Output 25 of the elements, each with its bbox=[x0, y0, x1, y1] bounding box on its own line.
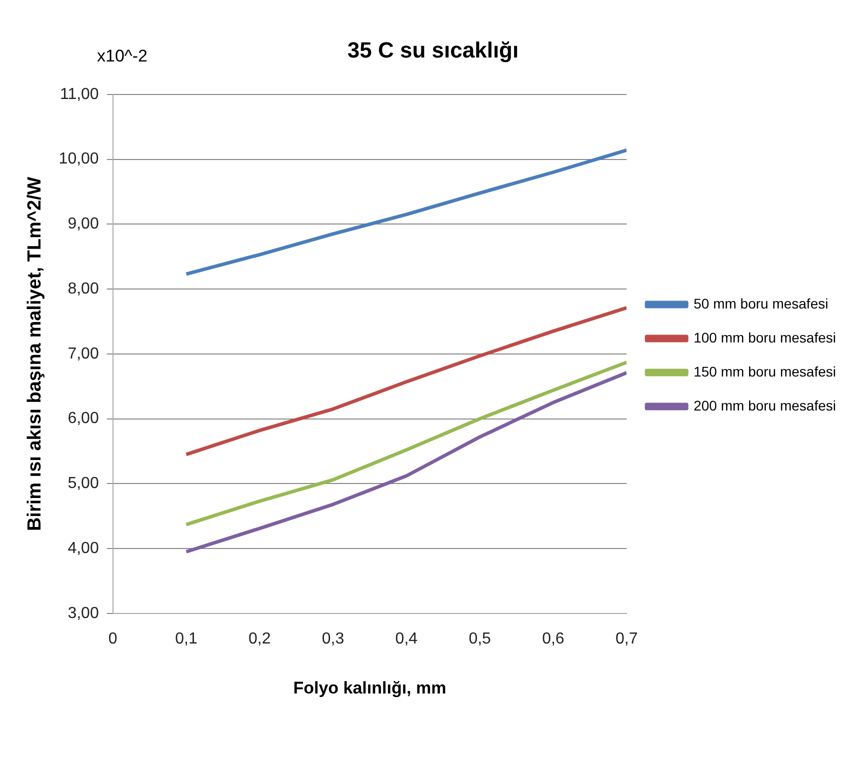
x-tick-label: 0 bbox=[108, 630, 118, 648]
x-tick-label: 0,6 bbox=[542, 630, 564, 648]
chart-title: 35 C su sıcaklığı bbox=[347, 37, 519, 62]
y-tick-label: 11,00 bbox=[60, 86, 99, 103]
text: x10^-2 bbox=[97, 46, 148, 66]
y-tick-label: 5,00 bbox=[68, 475, 99, 492]
y-tick-label: 3,00 bbox=[68, 604, 99, 622]
legend-label: 100 mm boru mesafesi bbox=[694, 329, 836, 346]
y-tick-label: 7,00 bbox=[68, 345, 99, 362]
x-tick-label: 0,1 bbox=[175, 630, 198, 648]
x-tick-label: 0,5 bbox=[468, 630, 492, 648]
y-tick-label: 8,00 bbox=[68, 280, 99, 298]
y-axis-title: Birim ısı akısı başına maliyet, TLm^2/W bbox=[24, 176, 46, 532]
x-tick-label: 0,2 bbox=[248, 630, 271, 648]
x-tick-label: 0,3 bbox=[322, 630, 344, 648]
legend-label: 150 mm boru mesafesi bbox=[694, 363, 836, 380]
y-tick-label: 4,00 bbox=[68, 540, 99, 557]
x-tick-label: 0,7 bbox=[615, 630, 638, 648]
y-tick-label: 6,00 bbox=[68, 410, 99, 428]
legend-label: 200 mm boru mesafesi bbox=[694, 397, 836, 414]
y-tick-label: 9,00 bbox=[68, 216, 99, 233]
x-axis-title: Folyo kalınlığı, mm bbox=[293, 678, 446, 698]
y-tick-label: 10,00 bbox=[58, 150, 99, 168]
legend-label: 50 mm boru mesafesi bbox=[694, 295, 828, 312]
x-tick-label: 0,4 bbox=[395, 630, 418, 648]
